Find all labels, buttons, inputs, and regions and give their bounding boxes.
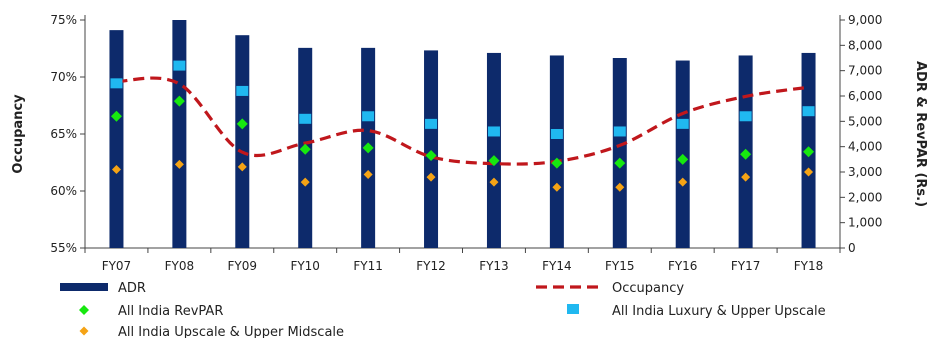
x-tick-label: FY08 — [165, 259, 195, 273]
revpar-marker — [425, 150, 437, 162]
luxury-upper-upscale-marker — [550, 129, 563, 139]
markers — [110, 60, 815, 192]
adr-bar — [109, 30, 124, 249]
legend-label-occupancy: Occupancy — [612, 281, 684, 296]
adr-bar — [235, 35, 250, 249]
y-right-tick-label: 6,000 — [848, 89, 882, 103]
luxury-upper-upscale-marker — [362, 111, 375, 122]
upscale-upper-midscale-marker — [552, 182, 562, 192]
y-axis-left-title: Occupancy — [11, 94, 26, 174]
upscale-upper-midscale-marker — [174, 159, 184, 169]
luxury-upper-upscale-marker — [173, 60, 186, 71]
upscale-upper-midscale-marker — [741, 172, 751, 182]
y-right-tick-label: 8,000 — [848, 38, 882, 52]
axes: 55% 60% 65% 70% 75% 0 1,000 2,000 3,000 4,000 5,00… — [50, 13, 882, 273]
adr-bar — [486, 52, 501, 248]
revpar-marker — [551, 157, 563, 169]
x-tick-label: FY14 — [542, 259, 572, 273]
x-tick-label: FY07 — [102, 259, 132, 273]
upscale-upper-midscale-marker — [237, 162, 247, 172]
legend-swatch-revpar — [79, 305, 89, 315]
adr-bar — [424, 50, 439, 249]
revpar-marker — [236, 118, 248, 130]
revpar-marker — [110, 110, 122, 122]
upscale-upper-midscale-marker — [363, 170, 373, 180]
luxury-upper-upscale-marker — [425, 118, 438, 129]
x-tick-label: FY15 — [605, 259, 635, 273]
revpar-marker — [299, 143, 311, 155]
adr-bar — [172, 20, 187, 248]
y-right-tick-label: 3,000 — [848, 165, 882, 179]
upscale-upper-midscale-marker — [804, 167, 814, 177]
revpar-marker — [677, 153, 689, 165]
y-right-tick-label: 7,000 — [848, 64, 882, 78]
y-left-tick-label: 70% — [50, 70, 77, 84]
legend-swatch-upscale — [79, 326, 89, 336]
upscale-upper-midscale-marker — [426, 172, 436, 182]
luxury-upper-upscale-marker — [613, 126, 626, 137]
bars — [109, 20, 816, 249]
y-right-tick-label: 1,000 — [848, 216, 882, 230]
legend-swatch-adr — [60, 283, 108, 291]
upscale-upper-midscale-marker — [678, 177, 688, 187]
y-right-tick-label: 0 — [848, 241, 856, 255]
upscale-upper-midscale-marker — [615, 182, 625, 192]
occupancy-line — [116, 76, 809, 166]
y-left-tick-label: 75% — [50, 13, 77, 27]
y-left-tick-label: 55% — [50, 241, 77, 255]
luxury-upper-upscale-marker — [676, 118, 689, 129]
legend-label-luxury: All India Luxury & Upper Upscale — [612, 304, 826, 319]
upscale-upper-midscale-marker — [111, 164, 121, 174]
y-right-tick-label: 5,000 — [848, 114, 882, 128]
luxury-upper-upscale-marker — [802, 106, 815, 117]
revpar-marker — [740, 148, 752, 160]
legend-label-adr: ADR — [118, 281, 146, 296]
y-right-tick-label: 2,000 — [848, 190, 882, 204]
x-tick-label: FY16 — [668, 259, 698, 273]
upscale-upper-midscale-marker — [300, 177, 310, 187]
revpar-marker — [803, 146, 815, 158]
adr-bar — [612, 58, 627, 248]
luxury-upper-upscale-marker — [299, 113, 312, 124]
x-tick-label: FY11 — [353, 259, 383, 273]
legend-label-revpar: All India RevPAR — [118, 304, 223, 319]
x-tick-label: FY18 — [794, 259, 824, 273]
y-right-tick-label: 4,000 — [848, 140, 882, 154]
occupancy-line-layer — [116, 76, 809, 166]
legend-swatch-luxury — [567, 304, 579, 314]
revpar-marker — [614, 157, 626, 169]
legend: ADR Occupancy All India RevPAR All India Lu… — [60, 281, 826, 340]
revpar-marker — [173, 95, 185, 107]
x-tick-label: FY13 — [479, 259, 509, 273]
legend-label-upscale: All India Upscale & Upper Midscale — [118, 325, 344, 338]
upscale-upper-midscale-marker — [489, 177, 499, 187]
revpar-marker — [488, 155, 500, 167]
x-tick-label: FY09 — [228, 259, 258, 273]
luxury-upper-upscale-marker — [739, 111, 752, 122]
y-left-tick-label: 65% — [50, 127, 77, 141]
y-axis-right-title: ADR & RevPAR (Rs.) — [913, 61, 928, 207]
x-tick-label: FY17 — [731, 259, 761, 273]
x-tick-label: FY10 — [290, 259, 320, 273]
luxury-upper-upscale-marker — [487, 126, 500, 137]
y-right-tick-label: 9,000 — [848, 13, 882, 27]
adr-bar — [549, 55, 564, 248]
luxury-upper-upscale-marker — [110, 78, 123, 89]
luxury-upper-upscale-marker — [236, 85, 249, 96]
x-tick-label: FY12 — [416, 259, 446, 273]
y-left-tick-label: 60% — [50, 184, 77, 198]
revpar-marker — [362, 142, 374, 154]
